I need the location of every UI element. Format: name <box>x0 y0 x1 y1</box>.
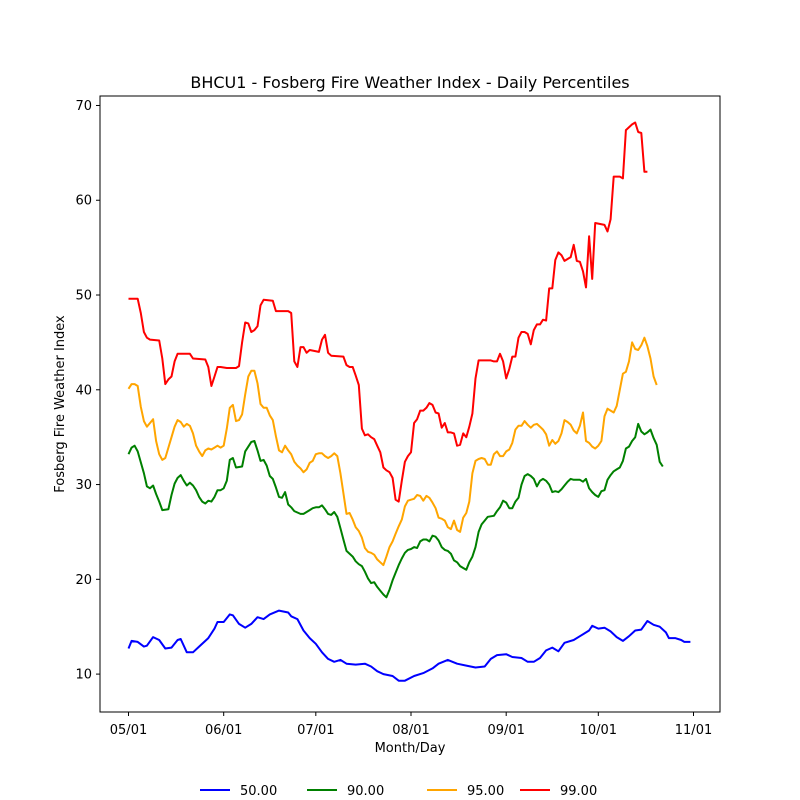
series-line-3 <box>128 121 648 503</box>
y-tick-label: 40 <box>75 383 92 398</box>
y-tick-label: 30 <box>75 478 92 493</box>
series-line-0 <box>127 609 691 682</box>
x-tick-label: 05/01 <box>110 723 147 738</box>
x-tick-label: 08/01 <box>392 723 429 738</box>
legend-label-1: 90.00 <box>347 784 384 799</box>
x-axis-ticks: 05/01 06/01 07/01 08/01 09/01 10/01 11/01 <box>110 712 712 738</box>
y-tick-label: 60 <box>75 194 92 209</box>
x-tick-label: 09/01 <box>487 723 524 738</box>
y-tick-label: 20 <box>75 573 92 588</box>
plot-frame <box>99 95 721 713</box>
y-tick-label: 10 <box>75 668 92 683</box>
plot-lines <box>127 121 691 682</box>
x-tick-label: 11/01 <box>675 723 712 738</box>
legend-label-2: 95.00 <box>467 784 504 799</box>
y-tick-label: 50 <box>75 289 92 304</box>
y-tick-label: 70 <box>75 99 92 114</box>
x-tick-label: 07/01 <box>297 723 334 738</box>
legend: 50.00 90.00 95.00 99.00 <box>200 784 597 799</box>
legend-label-3: 99.00 <box>560 784 597 799</box>
y-axis-label: Fosberg Fire Weather Index <box>53 315 68 493</box>
legend-label-0: 50.00 <box>240 784 277 799</box>
y-axis-ticks: 10 20 30 40 50 60 70 <box>75 99 100 683</box>
chart-title: BHCU1 - Fosberg Fire Weather Index - Dai… <box>190 73 629 92</box>
series-line-1 <box>127 422 664 599</box>
x-tick-label: 10/01 <box>580 723 617 738</box>
x-axis-label: Month/Day <box>375 741 446 756</box>
series-line-2 <box>127 336 658 567</box>
x-tick-label: 06/01 <box>205 723 242 738</box>
